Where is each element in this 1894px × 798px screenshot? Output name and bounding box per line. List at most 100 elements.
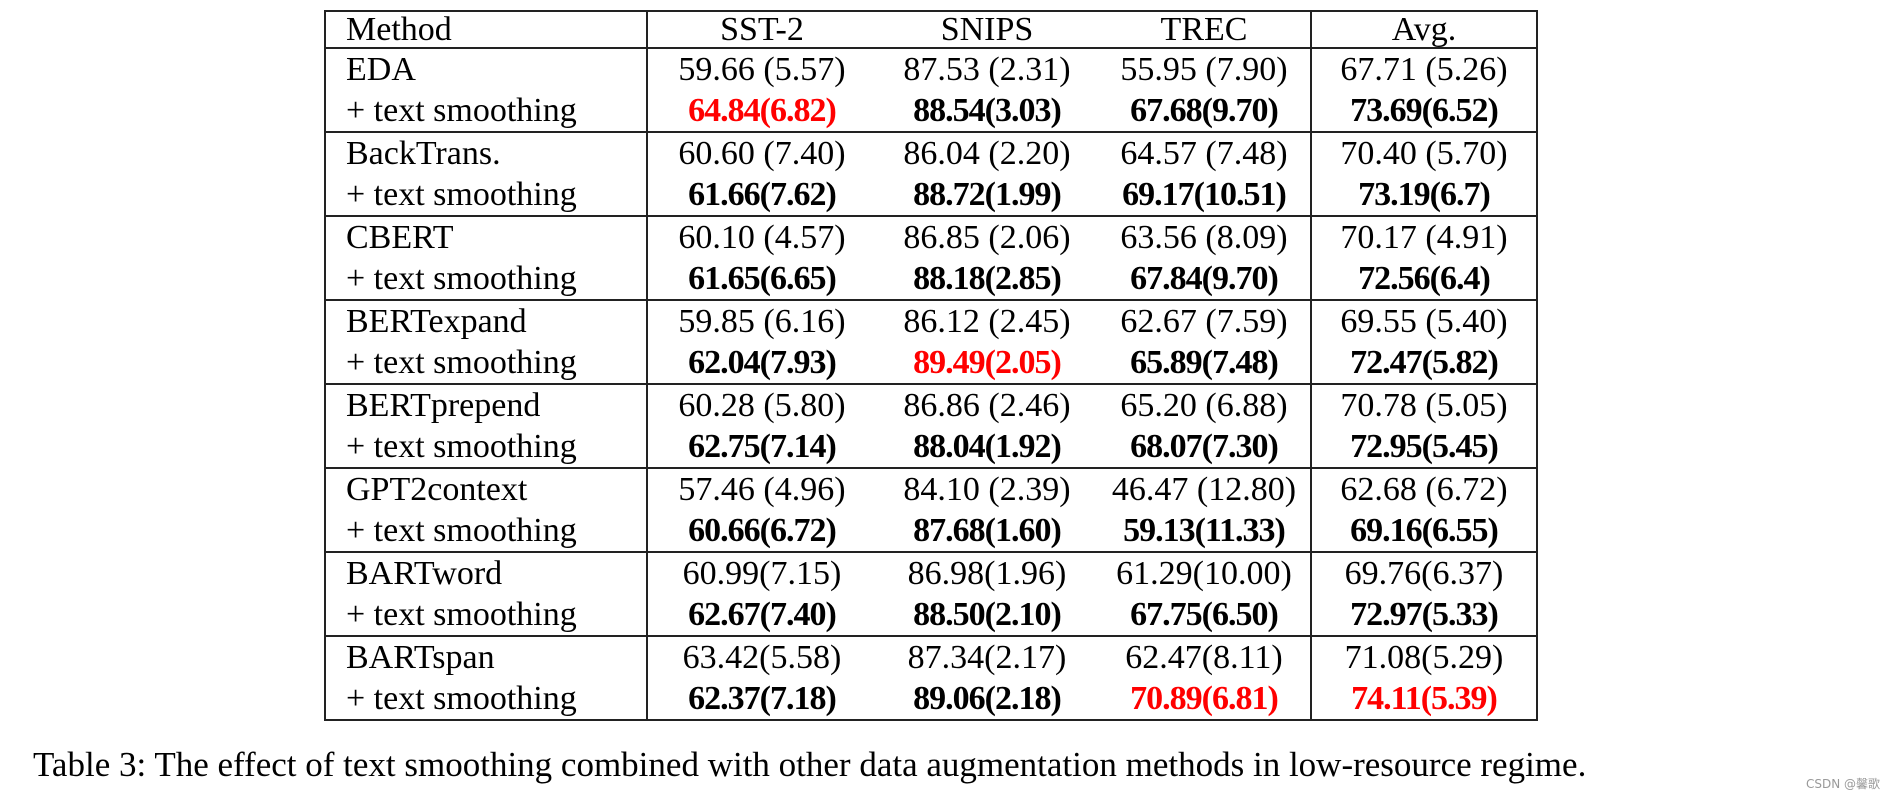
value-cell: 57.46 (4.96) <box>678 471 846 508</box>
table-row: + text smoothing 62.67(7.40) 88.50(2.10) 67… <box>325 594 1537 637</box>
value-cell: 74.11(5.39) <box>1310 678 1537 721</box>
value-cell: 71.08(5.29) <box>1310 636 1537 678</box>
header-avg: Avg. <box>1310 11 1537 49</box>
table-row: + text smoothing 60.66(6.72) 87.68(1.60) 59… <box>325 510 1537 553</box>
method-cell: GPT2context <box>325 468 648 510</box>
value-cell: 70.40 (5.70) <box>1310 132 1537 174</box>
value-cell: 70.17 (4.91) <box>1310 216 1537 258</box>
value-cell: 88.54(3.03) <box>876 90 1098 133</box>
value-cell: 60.66(6.72) <box>647 510 876 553</box>
value-cell: 70.78 (5.05) <box>1310 384 1537 426</box>
value-cell: 65.20 (6.88) <box>1120 387 1288 424</box>
header-sst2: SST-2 <box>647 11 876 49</box>
value-cell: 61.65(6.65) <box>647 258 876 301</box>
value-cell: 62.67 (7.59) <box>1120 303 1288 340</box>
value-cell: 60.28 (5.80) <box>678 387 846 424</box>
value-cell: 67.75(6.50) <box>1098 594 1311 637</box>
value-cell: 73.19(6.7) <box>1310 174 1537 217</box>
method-cell: CBERT <box>325 216 648 258</box>
value-cell: 86.98(1.96) <box>907 555 1067 592</box>
value-cell: 72.95(5.45) <box>1310 426 1537 469</box>
value-cell: 72.56(6.4) <box>1310 258 1537 301</box>
value-cell: 46.47 (12.80) <box>1111 471 1297 508</box>
table-row: BackTrans. 60.60 (7.40) 86.04 (2.20) 64.57 … <box>325 132 1537 174</box>
value-cell: 67.84(9.70) <box>1098 258 1311 301</box>
table-caption: Table 3: The effect of text smoothing co… <box>33 745 1587 784</box>
value-cell: 63.56 (8.09) <box>1120 219 1288 256</box>
value-cell: 69.17(10.51) <box>1098 174 1311 217</box>
method-cell: + text smoothing <box>325 426 648 469</box>
header-method: Method <box>325 11 648 49</box>
value-cell: 86.85 (2.06) <box>903 219 1071 256</box>
value-cell: 65.89(7.48) <box>1098 342 1311 385</box>
value-cell: 69.16(6.55) <box>1310 510 1537 553</box>
value-cell: 86.86 (2.46) <box>903 387 1071 424</box>
method-cell: + text smoothing <box>325 342 648 385</box>
value-cell: 70.89(6.81) <box>1098 678 1311 721</box>
table-row: BARTspan 63.42(5.58) 87.34(2.17) 62.47(8.11… <box>325 636 1537 678</box>
table-row: BERTprepend 60.28 (5.80) 86.86 (2.46) 65.20… <box>325 384 1537 426</box>
value-cell: 72.47(5.82) <box>1310 342 1537 385</box>
table-row: + text smoothing 64.84(6.82) 88.54(3.03) 67… <box>325 90 1537 133</box>
method-cell: + text smoothing <box>325 678 648 721</box>
value-cell: 62.75(7.14) <box>647 426 876 469</box>
value-cell: 67.68(9.70) <box>1098 90 1311 133</box>
value-cell: 55.95 (7.90) <box>1120 51 1288 88</box>
value-cell: 61.29(10.00) <box>1116 555 1292 592</box>
value-cell: 68.07(7.30) <box>1098 426 1311 469</box>
watermark: CSDN @馨歌 <box>1805 777 1880 791</box>
table-row: BERTexpand 59.85 (6.16) 86.12 (2.45) 62.67 … <box>325 300 1537 342</box>
value-cell: 62.47(8.11) <box>1125 639 1283 676</box>
header-row: Method SST-2 SNIPS TREC Avg. <box>325 11 1537 49</box>
value-cell: 89.49(2.05) <box>876 342 1098 385</box>
value-cell: 64.57 (7.48) <box>1120 135 1288 172</box>
method-cell: BERTprepend <box>325 384 648 426</box>
value-cell: 89.06(2.18) <box>876 678 1098 721</box>
header-snips: SNIPS <box>876 11 1098 49</box>
value-cell: 86.12 (2.45) <box>903 303 1071 340</box>
value-cell: 64.84(6.82) <box>647 90 876 133</box>
value-cell: 60.99(7.15) <box>682 555 842 592</box>
value-cell: 62.67(7.40) <box>647 594 876 637</box>
method-cell: BERTexpand <box>325 300 648 342</box>
value-cell: 69.55 (5.40) <box>1310 300 1537 342</box>
value-cell: 59.85 (6.16) <box>678 303 846 340</box>
value-cell: 87.34(2.17) <box>907 639 1067 676</box>
table-row: EDA 59.66 (5.57) 87.53 (2.31) 55.95 (7.90) 6… <box>325 48 1537 90</box>
header-trec: TREC <box>1098 11 1311 49</box>
method-cell: BackTrans. <box>325 132 648 174</box>
method-cell: + text smoothing <box>325 510 648 553</box>
value-cell: 67.71 (5.26) <box>1310 48 1537 90</box>
value-cell: 62.04(7.93) <box>647 342 876 385</box>
value-cell: 88.72(1.99) <box>876 174 1098 217</box>
value-cell: 69.76(6.37) <box>1310 552 1537 594</box>
method-cell: + text smoothing <box>325 258 648 301</box>
table-row: + text smoothing 62.37(7.18) 89.06(2.18) 70… <box>325 678 1537 721</box>
method-cell: BARTword <box>325 552 648 594</box>
value-cell: 62.68 (6.72) <box>1310 468 1537 510</box>
value-cell: 86.04 (2.20) <box>903 135 1071 172</box>
table-row: GPT2context 57.46 (4.96) 84.10 (2.39) 46.47… <box>325 468 1537 510</box>
results-table: Method SST-2 SNIPS TREC Avg. EDA 59.66 (5… <box>324 10 1538 721</box>
value-cell: 60.60 (7.40) <box>678 135 846 172</box>
method-cell: EDA <box>325 48 648 90</box>
value-cell: 60.10 (4.57) <box>678 219 846 256</box>
table-row: BARTword 60.99(7.15) 86.98(1.96) 61.29(10.0… <box>325 552 1537 594</box>
table-row: CBERT 60.10 (4.57) 86.85 (2.06) 63.56 (8.09… <box>325 216 1537 258</box>
table-row: + text smoothing 62.75(7.14) 88.04(1.92) 68… <box>325 426 1537 469</box>
table-row: + text smoothing 62.04(7.93) 89.49(2.05) 65… <box>325 342 1537 385</box>
value-cell: 61.66(7.62) <box>647 174 876 217</box>
table-row: + text smoothing 61.65(6.65) 88.18(2.85) 67… <box>325 258 1537 301</box>
value-cell: 88.50(2.10) <box>876 594 1098 637</box>
method-cell: + text smoothing <box>325 90 648 133</box>
method-cell: + text smoothing <box>325 174 648 217</box>
value-cell: 88.18(2.85) <box>876 258 1098 301</box>
table-row: + text smoothing 61.66(7.62) 88.72(1.99) 69… <box>325 174 1537 217</box>
value-cell: 72.97(5.33) <box>1310 594 1537 637</box>
value-cell: 73.69(6.52) <box>1310 90 1537 133</box>
value-cell: 63.42(5.58) <box>682 639 842 676</box>
value-cell: 84.10 (2.39) <box>903 471 1071 508</box>
value-cell: 88.04(1.92) <box>876 426 1098 469</box>
method-cell: BARTspan <box>325 636 648 678</box>
